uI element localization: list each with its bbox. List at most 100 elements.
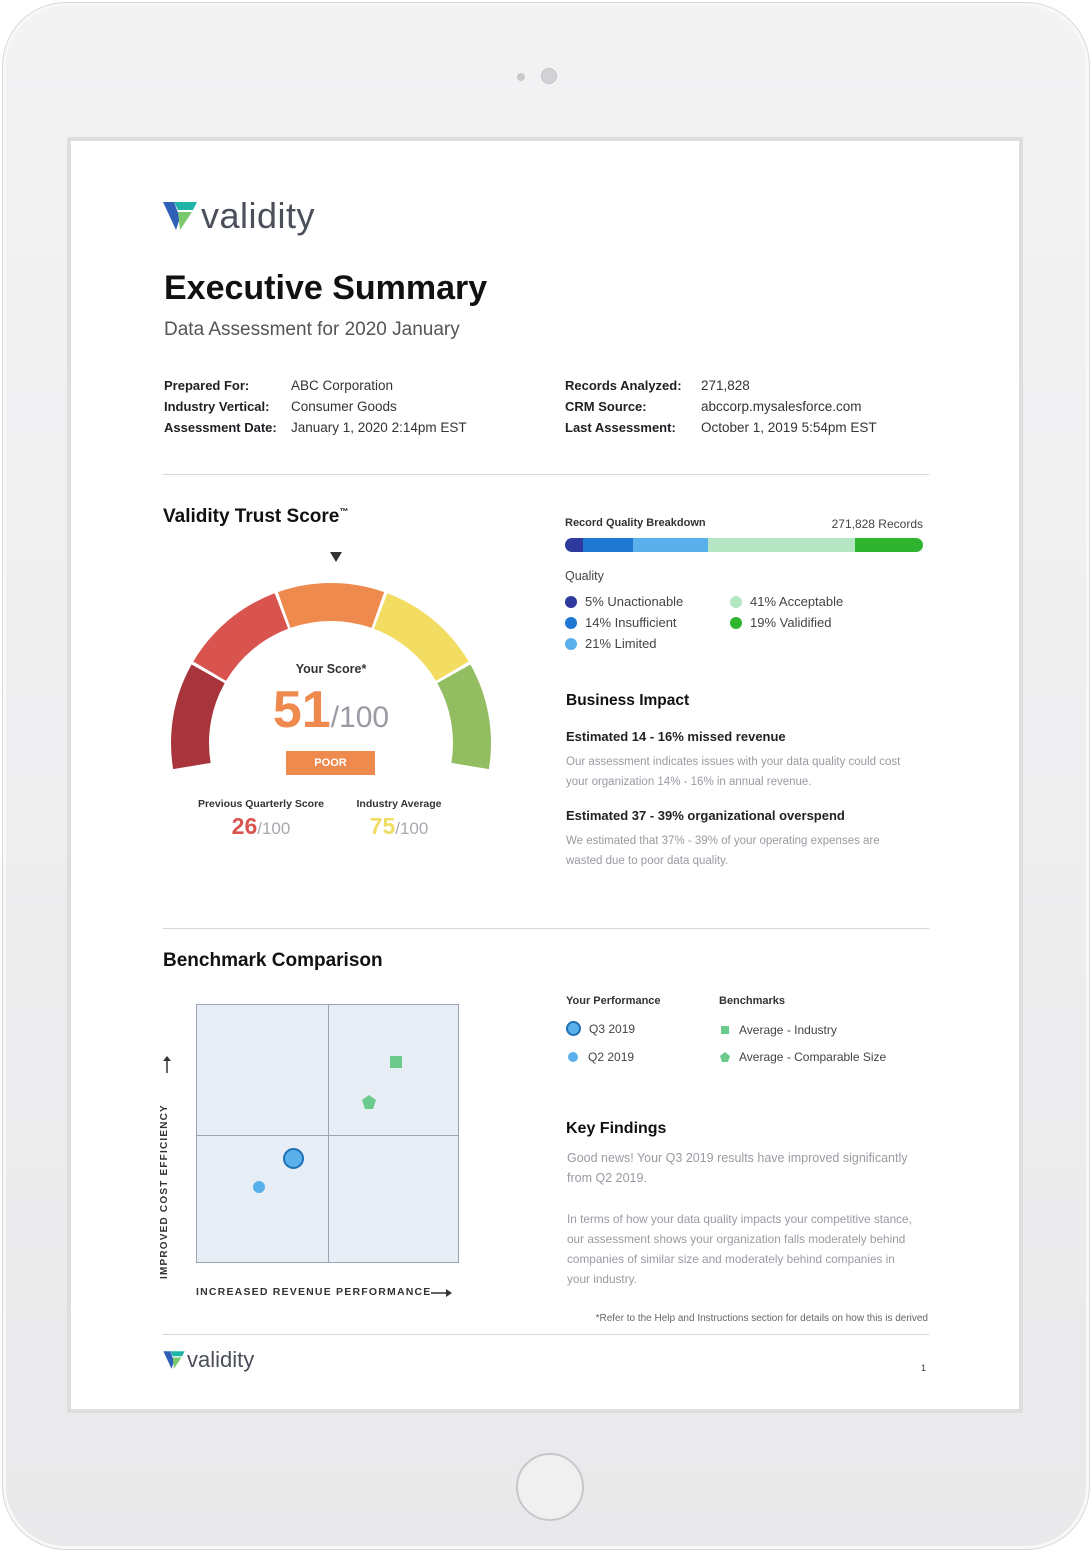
q2-2019-marker: [253, 1181, 265, 1193]
score-max: /100: [330, 701, 390, 734]
y-axis-label: IMPROVED COST EFFICIENCY: [159, 1104, 170, 1279]
meta-row: Industry Vertical: Consumer Goods: [164, 399, 467, 420]
meta-label: Prepared For:: [164, 378, 250, 393]
meta-value: Consumer Goods: [291, 399, 397, 414]
footer-logo: validity: [163, 1347, 254, 1373]
legend-comparable: Average - Comparable Size: [719, 1050, 886, 1064]
quality-bar-segment: [565, 538, 583, 552]
validity-logo: validity: [163, 195, 315, 237]
impact-heading: Estimated 37 - 39% organizational oversp…: [566, 808, 845, 823]
meta-right: Records Analyzed: 271,828 CRM Source: ab…: [565, 378, 877, 441]
quality-bar-segment: [582, 538, 633, 552]
page-subtitle: Data Assessment for 2020 January: [164, 319, 460, 340]
meta-value: abccorp.mysalesforce.com: [701, 399, 862, 414]
your-performance-label: Your Performance: [566, 995, 661, 1007]
gauge-segment: [373, 593, 469, 681]
industry-average-label: Industry Average: [356, 798, 442, 810]
validity-logo-icon: [163, 202, 197, 230]
quality-legend-left: 5% Unactionable 14% Insufficient 21% Lim…: [565, 591, 683, 654]
benchmarks-label: Benchmarks: [719, 995, 786, 1007]
quadrant-divider-vertical: [328, 1005, 329, 1262]
validity-logo-icon: [163, 1351, 185, 1369]
meta-value: 271,828: [701, 378, 750, 393]
quadrant-divider-horizontal: [197, 1135, 458, 1136]
divider: [163, 1334, 929, 1335]
quality-breakdown-title: Record Quality Breakdown: [565, 517, 706, 529]
industry-average-marker: [390, 1056, 402, 1068]
q3-legend-icon: [566, 1021, 581, 1036]
comparable-legend-icon: [720, 1052, 730, 1062]
legend-dot: [565, 595, 577, 608]
meta-row: Prepared For: ABC Corporation: [164, 378, 467, 399]
gauge-segment: [277, 583, 385, 628]
divider: [163, 928, 929, 929]
legend-dot: [730, 595, 742, 608]
quality-bar-segment: [633, 538, 709, 552]
trust-score-title: Validity Trust Score™: [163, 506, 349, 527]
home-button[interactable]: [516, 1453, 584, 1521]
impact-text: Our assessment indicates issues with you…: [566, 756, 901, 788]
your-score: 51/100: [231, 680, 431, 740]
meta-row: Assessment Date: January 1, 2020 2:14pm …: [164, 420, 467, 441]
rating-badge: POOR: [286, 751, 375, 775]
logo-text: validity: [201, 195, 316, 236]
footer-logo-text: validity: [187, 1347, 255, 1372]
industry-average-score: 75/100: [369, 813, 429, 839]
page-number: 1: [921, 1363, 927, 1373]
gauge-segment: [437, 664, 491, 770]
gauge-pointer-icon: [330, 552, 342, 562]
meta-value: January 1, 2020 2:14pm EST: [291, 420, 467, 435]
key-findings-paragraph: In terms of how your data quality impact…: [567, 1212, 912, 1286]
previous-score-label: Previous Quarterly Score: [197, 798, 325, 810]
key-findings-title: Key Findings: [566, 1120, 667, 1137]
quality-records-count: 271,828 Records: [831, 517, 923, 531]
your-score-label: Your Score*: [295, 662, 367, 676]
legend-item: 21% Limited: [565, 633, 683, 654]
impact-heading: Estimated 14 - 16% missed revenue: [566, 729, 786, 744]
arrow-up-icon: [163, 1056, 171, 1073]
legend-item: 14% Insufficient: [565, 612, 683, 633]
q3-2019-marker: [283, 1148, 304, 1169]
meta-label: Assessment Date:: [164, 420, 277, 435]
trust-score-gauge: [171, 583, 491, 770]
score-value: 51: [272, 681, 331, 739]
gauge-segment: [193, 593, 289, 681]
meta-left: Prepared For: ABC Corporation Industry V…: [164, 378, 467, 441]
legend-q3: Q3 2019: [566, 1021, 635, 1036]
meta-row: Last Assessment: October 1, 2019 5:54pm …: [565, 420, 877, 441]
camera-sensor: [517, 73, 525, 81]
q2-legend-icon: [568, 1052, 578, 1062]
benchmark-quadrant-chart: [196, 1004, 459, 1263]
legend-item: 19% Validified: [730, 612, 843, 633]
divider: [163, 474, 929, 475]
meta-value: October 1, 2019 5:54pm EST: [701, 420, 877, 435]
legend-dot: [565, 616, 577, 629]
comparable-size-marker: [362, 1095, 376, 1109]
footnote: *Refer to the Help and Instructions sect…: [595, 1313, 928, 1324]
key-findings-paragraph: Good news! Your Q3 2019 results have imp…: [567, 1151, 908, 1185]
legend-item: 5% Unactionable: [565, 591, 683, 612]
arrow-right-icon: [431, 1289, 452, 1297]
impact-text: We estimated that 37% - 39% of your oper…: [566, 835, 880, 867]
legend-industry: Average - Industry: [721, 1023, 837, 1037]
industry-legend-icon: [721, 1026, 729, 1034]
business-impact-title: Business Impact: [566, 692, 690, 709]
page-title: Executive Summary: [164, 269, 488, 307]
legend-q2: Q2 2019: [568, 1050, 634, 1064]
quality-legend-right: 41% Acceptable 19% Validified: [730, 591, 843, 633]
quality-label: Quality: [565, 569, 604, 583]
quality-bar-segment: [708, 538, 855, 552]
report-page: validity Executive Summary Data Assessme…: [67, 137, 1023, 1413]
meta-label: Records Analyzed:: [565, 378, 682, 393]
legend-item: 41% Acceptable: [730, 591, 843, 612]
gauge-segment: [171, 664, 225, 770]
camera-lens: [541, 68, 557, 84]
legend-dot: [730, 616, 742, 629]
previous-score: 26/100: [231, 813, 291, 839]
meta-label: Last Assessment:: [565, 420, 676, 435]
legend-dot: [565, 637, 577, 650]
meta-row: CRM Source: abccorp.mysalesforce.com: [565, 399, 877, 420]
benchmark-title: Benchmark Comparison: [163, 950, 383, 971]
quality-bar: [565, 538, 923, 552]
quality-bar-segment: [854, 538, 923, 552]
